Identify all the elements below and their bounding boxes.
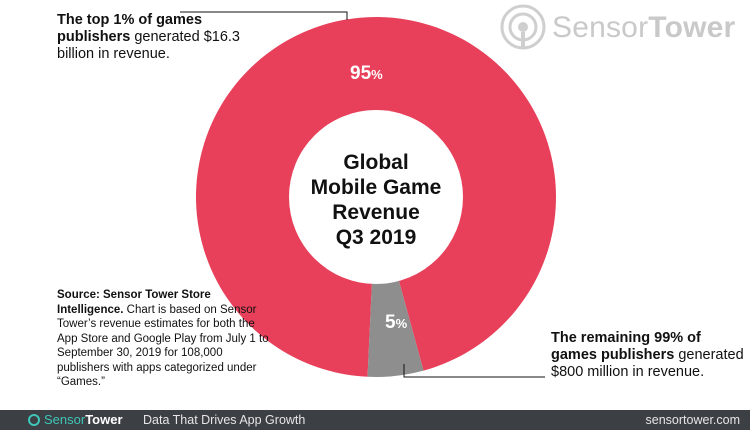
slice-label-remaining-unit: % xyxy=(395,316,408,331)
bottom-annotation: The remaining 99% of games publishers ge… xyxy=(551,330,746,381)
chart-title-line: Revenue xyxy=(332,201,420,224)
footer-url-link[interactable]: sensortower.com xyxy=(645,413,740,427)
footer-tagline: Data That Drives App Growth xyxy=(143,413,306,427)
slice-label-top-unit: % xyxy=(371,67,383,82)
top-annotation-text: generated $16.3 billion in revenue. xyxy=(57,29,240,62)
slice-label-remaining: 5% xyxy=(385,312,407,334)
bottom-annotation-text: generated $800 million in revenue. xyxy=(551,347,744,380)
brand-name-light: Sensor xyxy=(552,11,649,44)
chart-title: Global Mobile Game Revenue Q3 2019 xyxy=(296,150,456,250)
top-annotation-bold: The top 1% of games publishers xyxy=(57,12,203,45)
chart-title-line: Global xyxy=(343,151,409,174)
footer-bar: SensorTower Data That Drives App Growth … xyxy=(0,410,750,430)
footer-logo-bold: Tower xyxy=(85,412,123,427)
donut-hole xyxy=(289,110,463,284)
footer-logo-icon xyxy=(28,414,40,426)
chart-title-line: Mobile Game xyxy=(310,176,442,199)
footer-logo[interactable]: SensorTower xyxy=(28,412,123,427)
slice-label-top: 95% xyxy=(350,63,383,85)
slice-label-remaining-value: 5 xyxy=(385,312,396,333)
top-annotation: The top 1% of games publishers generated… xyxy=(57,12,247,63)
sensortower-logo-icon xyxy=(500,4,546,50)
bottom-leader-line xyxy=(403,364,545,378)
source-note: Source: Sensor Tower Store Intelligence.… xyxy=(57,288,272,390)
footer-logo-light: Sensor xyxy=(44,412,86,427)
source-note-text: Chart is based on Sensor Tower’s revenue… xyxy=(57,303,269,389)
top-leader-line xyxy=(180,11,348,20)
source-note-bold: Source: Sensor Tower Store Intelligence. xyxy=(57,289,211,316)
brand-name-bold: Tower xyxy=(648,11,736,44)
brand-wordmark: Sensor Tower xyxy=(552,4,735,52)
bottom-annotation-bold: The remaining 99% of games publishers xyxy=(551,330,701,363)
slice-label-top-value: 95 xyxy=(350,63,372,84)
chart-title-line: Q3 2019 xyxy=(335,226,417,249)
